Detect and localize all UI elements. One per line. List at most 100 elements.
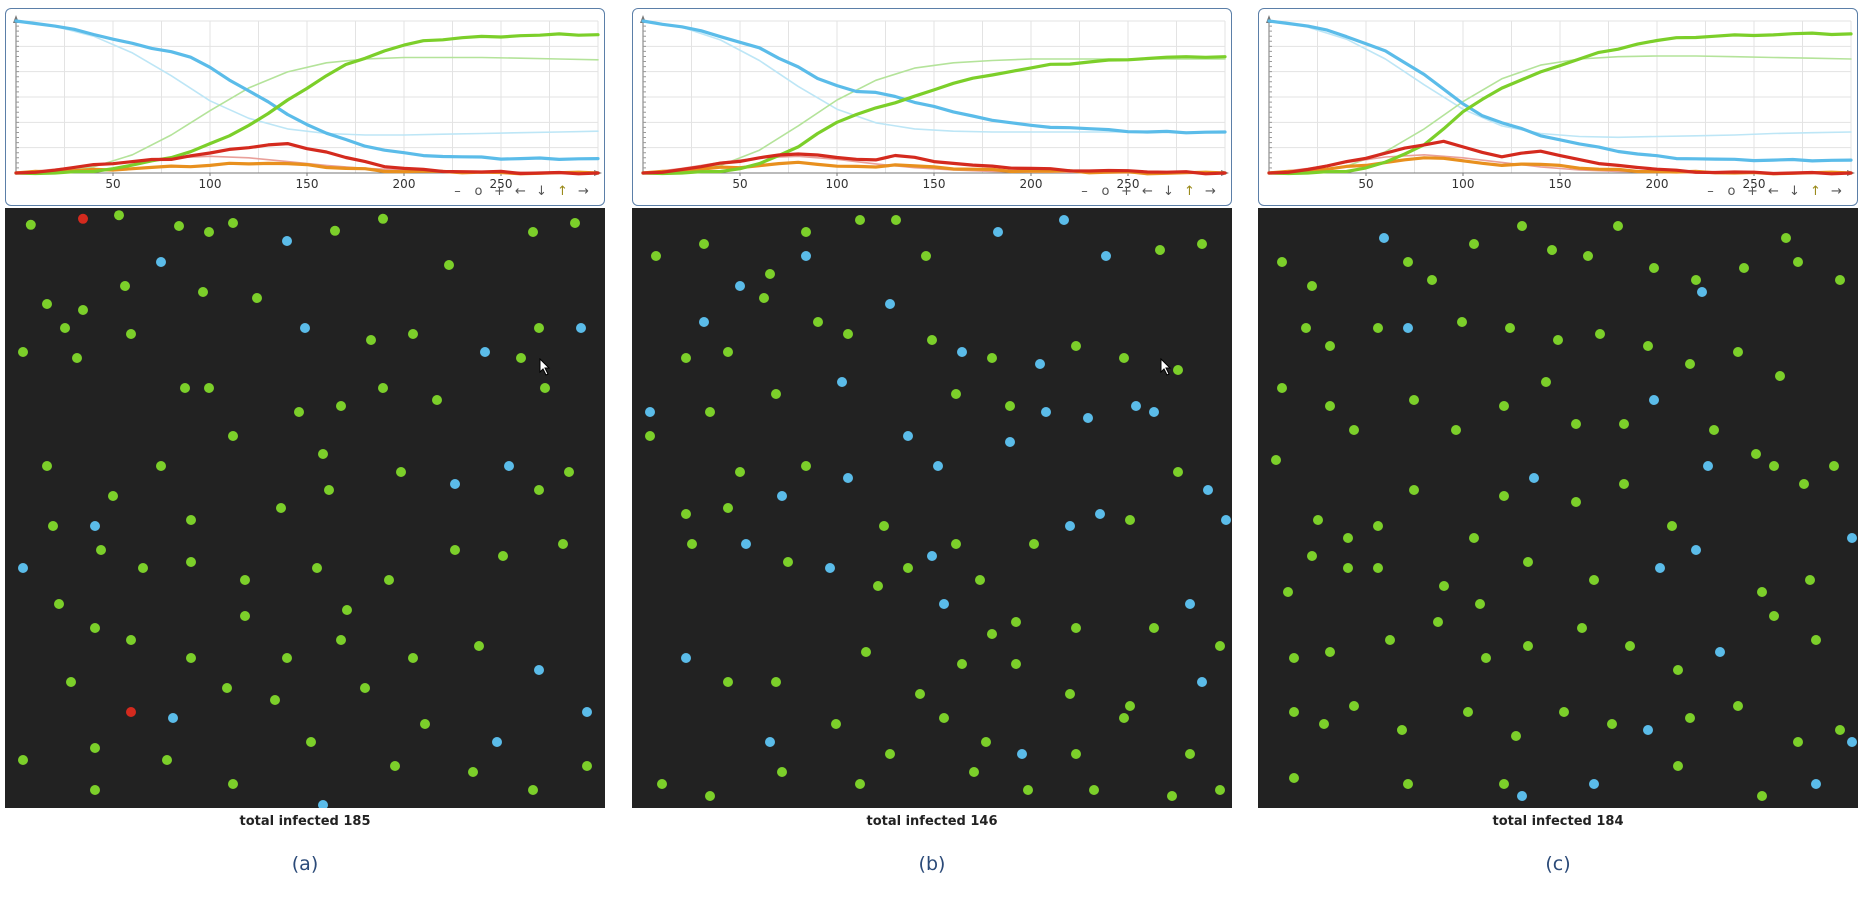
susceptible-agent (1185, 599, 1195, 609)
recovered-agent (723, 347, 733, 357)
recovered-agent (1289, 707, 1299, 717)
pan-down-button[interactable]: ↓ (1163, 184, 1174, 199)
reset-button[interactable]: o (1727, 184, 1736, 199)
pan-up-button[interactable]: ↑ (1184, 184, 1195, 199)
recovered-agent (474, 641, 484, 651)
susceptible-agent (1379, 233, 1389, 243)
susceptible-agent (450, 479, 460, 489)
recovered-agent (1173, 467, 1183, 477)
sir-chart[interactable]: 50 100 150 200 250 – o + ← ↓ ↑ → (632, 8, 1232, 206)
susceptible-agent (741, 539, 751, 549)
recovered-agent (1271, 455, 1281, 465)
reset-button[interactable]: o (1101, 184, 1110, 199)
recovered-agent (987, 629, 997, 639)
recovered-agent (939, 713, 949, 723)
susceptible-agent (492, 737, 502, 747)
recovered-agent (771, 677, 781, 687)
recovered-agent (1301, 323, 1311, 333)
zoom-in-button[interactable]: + (1747, 184, 1758, 199)
zoom-in-button[interactable]: + (494, 184, 505, 199)
recovered-agent (528, 785, 538, 795)
recovered-agent (1277, 383, 1287, 393)
pan-down-button[interactable]: ↓ (1789, 184, 1800, 199)
zoom-in-button[interactable]: + (1121, 184, 1132, 199)
recovered-agent (1685, 713, 1695, 723)
recovered-agent (228, 431, 238, 441)
recovered-agent (1215, 641, 1225, 651)
recovered-agent (777, 767, 787, 777)
recovered-agent (1325, 647, 1335, 657)
recovered-agent (1403, 779, 1413, 789)
susceptible-agent (1703, 461, 1713, 471)
susceptible-agent (801, 251, 811, 261)
zoom-out-button[interactable]: – (1707, 184, 1714, 199)
susceptible-agent (1101, 251, 1111, 261)
recovered-agent (1733, 701, 1743, 711)
agents-layer (645, 215, 1231, 801)
pan-left-button[interactable]: ← (1142, 184, 1153, 199)
susceptible-agent (777, 491, 787, 501)
recovered-agent (1793, 737, 1803, 747)
susceptible-agent (681, 653, 691, 663)
simulation-canvas[interactable] (5, 208, 605, 808)
reset-button[interactable]: o (474, 184, 483, 199)
recovered-agent (1805, 575, 1815, 585)
susceptible-agent (1529, 473, 1539, 483)
recovered-agent (324, 485, 334, 495)
susceptible-model-series-line (15, 20, 599, 136)
recovered-agent (1643, 341, 1653, 351)
recovered-agent (1071, 341, 1081, 351)
recovered-agent (1439, 581, 1449, 591)
total-infected-label: total infected 185 (239, 814, 371, 829)
x-tick-label: 200 (1020, 177, 1043, 191)
recovered-agent (54, 599, 64, 609)
pan-right-button[interactable]: → (1205, 184, 1216, 199)
pan-left-button[interactable]: ← (1768, 184, 1779, 199)
susceptible-agent (1131, 401, 1141, 411)
recovered-agent (1427, 275, 1437, 285)
simulation-canvas[interactable] (1258, 208, 1858, 808)
susceptible-agent (1691, 545, 1701, 555)
susceptible-agent (582, 707, 592, 717)
susceptible-agent (480, 347, 490, 357)
recovered-agent (204, 227, 214, 237)
infected-agent (78, 213, 88, 224)
susceptible-agent (1655, 563, 1665, 573)
pan-up-button[interactable]: ↑ (1810, 184, 1821, 199)
recovered-agent (1397, 725, 1407, 735)
pan-down-button[interactable]: ↓ (536, 184, 547, 199)
susceptible-agent (156, 257, 166, 267)
recovered-agent (318, 449, 328, 459)
susceptible-agent (1715, 647, 1725, 657)
recovered-agent (1505, 323, 1515, 333)
pan-up-button[interactable]: ↑ (557, 184, 568, 199)
chart-controls: – o + ← ↓ ↑ → (1074, 185, 1221, 199)
susceptible-agent (504, 461, 514, 471)
pan-right-button[interactable]: → (578, 184, 589, 199)
zoom-out-button[interactable]: – (1081, 184, 1088, 199)
recovered-agent (1709, 425, 1719, 435)
recovered-agent (951, 539, 961, 549)
simulation-canvas[interactable] (632, 208, 1232, 808)
susceptible-agent (1065, 521, 1075, 531)
recovered-agent (1547, 245, 1557, 255)
recovered-agent (1589, 575, 1599, 585)
pan-left-button[interactable]: ← (515, 184, 526, 199)
x-tick-label: 250 (490, 177, 513, 191)
susceptible-agent (1649, 395, 1659, 405)
x-tick-label: 250 (1743, 177, 1766, 191)
susceptible-agent (699, 317, 709, 327)
x-tick-label: 150 (923, 177, 946, 191)
sir-chart[interactable]: 50 100 150 200 250 – o + ← ↓ ↑ → (5, 8, 605, 206)
recovered-agent (48, 521, 58, 531)
recovered-agent (1595, 329, 1605, 339)
panel-caption: (b) (918, 853, 946, 875)
recovered-agent (1577, 623, 1587, 633)
zoom-out-button[interactable]: – (454, 184, 461, 199)
recovered-agent (378, 213, 388, 224)
sir-chart[interactable]: 50 100 150 200 250 – o + ← ↓ ↑ → (1258, 8, 1858, 206)
recovered-agent (1197, 239, 1207, 249)
pan-right-button[interactable]: → (1831, 184, 1842, 199)
recovered-agent (90, 623, 100, 633)
recovered-agent (384, 575, 394, 585)
